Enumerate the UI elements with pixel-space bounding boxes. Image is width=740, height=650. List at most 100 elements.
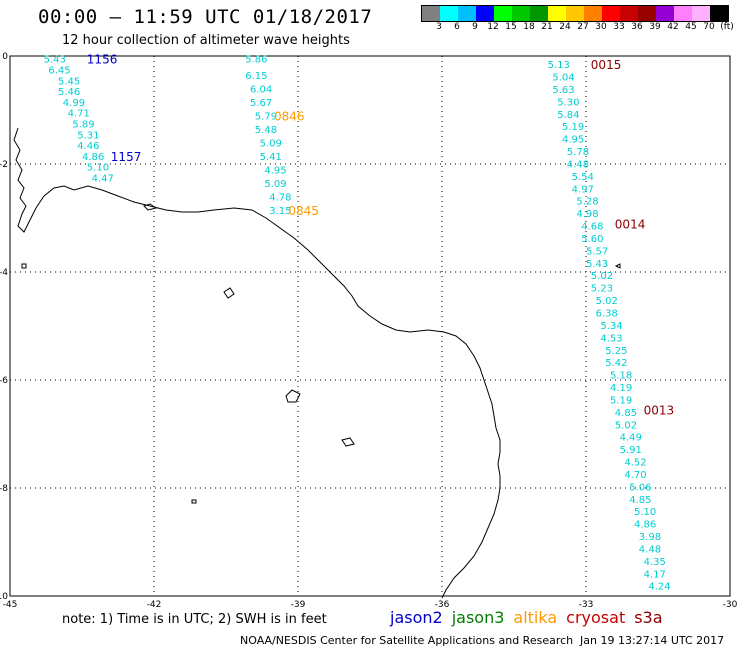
- wave-height-value: 5.19: [562, 122, 584, 133]
- colorbar-label: 36: [631, 22, 643, 32]
- colorbar-label: 3: [436, 22, 442, 32]
- colorbar-label: 42: [667, 22, 679, 32]
- island-small-4: [21, 263, 27, 269]
- colorbar-swatch: [422, 6, 440, 21]
- legend-item-s3a: s3a: [634, 608, 663, 627]
- y-tick-label: -8: [0, 484, 8, 494]
- wave-height-value: 5.67: [250, 98, 272, 109]
- wave-height-value: 5.09: [264, 179, 286, 190]
- pass-time-label: 0845: [288, 204, 319, 218]
- south-america-coastline: [13, 127, 501, 599]
- wave-height-value: 5.46: [58, 87, 80, 98]
- wave-height-value: 5.30: [557, 97, 579, 108]
- wave-height-value: 5.91: [620, 445, 642, 456]
- colorbar-swatch: [710, 6, 728, 21]
- y-tick-label: -2: [0, 160, 8, 170]
- wave-height-value: 5.60: [581, 234, 603, 245]
- colorbar-label: 9: [472, 22, 478, 32]
- wave-height-value: 4.19: [610, 383, 632, 394]
- wave-height-value: 5.78: [567, 147, 589, 158]
- wave-height-value: 4.86: [82, 152, 104, 163]
- wave-height-value: 5.54: [572, 172, 594, 183]
- wave-height-value: 5.34: [600, 321, 622, 332]
- wave-height-value: 4.49: [620, 433, 642, 444]
- wave-height-value: 5.02: [591, 271, 613, 282]
- island-small-1: [223, 287, 235, 299]
- colorbar-label: 18: [523, 22, 535, 32]
- wave-height-value: 5.43: [586, 259, 608, 270]
- colorbar-swatch: [494, 6, 512, 21]
- colorbar-label: 27: [577, 22, 589, 32]
- wave-height-value: 4.99: [63, 98, 85, 109]
- colorbar-swatch: [602, 6, 620, 21]
- colorbar-swatch: [530, 6, 548, 21]
- wave-height-value: 4.48: [639, 544, 661, 555]
- colorbar-label: 12: [487, 22, 499, 32]
- wave-height-value: 6.45: [48, 66, 70, 77]
- pass-time-label: 0014: [615, 217, 646, 231]
- pass-time-label: 1157: [111, 150, 142, 164]
- wave-height-value: 4.97: [572, 184, 594, 195]
- wave-height-value: 3.15: [269, 206, 291, 217]
- axis-ticks: -45 -42 -39 -36 -33 -30 0 -2 -4 -6 -8 -10: [0, 52, 738, 610]
- wave-height-value: 5.02: [615, 420, 637, 431]
- x-tick-label: -30: [723, 600, 738, 610]
- wave-height-value: 4.53: [600, 333, 622, 344]
- coastline: [13, 127, 621, 599]
- wave-height-value: 6.38: [596, 309, 618, 320]
- colorbar-swatch: [548, 6, 566, 21]
- wave-height-value: 4.70: [624, 470, 646, 481]
- wave-height-value: 5.18: [610, 371, 632, 382]
- wave-height-value: 5.23: [591, 284, 613, 295]
- wave-height-colorbar: [421, 5, 729, 22]
- y-tick-label: -6: [0, 376, 8, 386]
- wave-height-value: 5.25: [605, 346, 627, 357]
- wave-height-value: 5.89: [72, 120, 94, 131]
- colorbar-label: 21: [541, 22, 553, 32]
- x-tick-label: -36: [435, 600, 450, 610]
- wave-height-value: 5.28: [576, 197, 598, 208]
- x-tick-label: -42: [147, 600, 162, 610]
- colorbar-swatch: [638, 6, 656, 21]
- wave-height-value: 4.98: [576, 209, 598, 220]
- wave-height-value: 4.46: [77, 141, 99, 152]
- colorbar-label: 6: [454, 22, 460, 32]
- pass-time-label: 0846: [274, 109, 305, 123]
- wave-height-value: 5.84: [557, 110, 579, 121]
- wave-height-value: 5.13: [548, 60, 570, 71]
- wave-height-value: 6.15: [245, 71, 267, 82]
- colorbar-swatch: [566, 6, 584, 21]
- note-text: note: 1) Time is in UTC; 2) SWH is in fe…: [62, 612, 327, 627]
- track-jason2: 5.436.455.455.464.994.715.895.314.464.86…: [44, 53, 142, 185]
- colorbar-label: 45: [685, 22, 697, 32]
- wave-height-value: 6.04: [250, 84, 272, 95]
- colorbar-labels: 3 6 9 12 15 18 21 24 27 30 33 36 39 42 45 70 (ft): [421, 22, 740, 34]
- wave-height-value: 5.31: [77, 130, 99, 141]
- credit-text: NOAA/NESDIS Center for Satellite Applica…: [240, 634, 574, 647]
- wave-height-value: 4.78: [269, 192, 291, 203]
- colorbar-swatch: [692, 6, 710, 21]
- pass-time-label: 0013: [644, 404, 675, 418]
- x-tick-label: -45: [3, 600, 18, 610]
- wave-height-value: 4.71: [68, 109, 90, 120]
- graticule-grid: [10, 56, 730, 596]
- wave-height-value: 3.98: [639, 532, 661, 543]
- map-subtitle: 12 hour collection of altimeter wave hei…: [62, 33, 350, 48]
- colorbar-swatch: [512, 6, 530, 21]
- colorbar-label: 30: [595, 22, 607, 32]
- wave-height-value: 5.04: [552, 73, 574, 84]
- wave-height-value: 5.09: [260, 138, 282, 149]
- wave-height-value: 4.24: [648, 582, 670, 593]
- track-altika: 5.86 6.15 6.04 5.67 5.79 5.48 5.09 5.41 4.95 5.09…: [245, 55, 319, 218]
- wave-height-value: 4.47: [92, 174, 114, 185]
- colorbar-label: (ft): [720, 22, 734, 32]
- island-small-2: [285, 389, 301, 403]
- wave-height-value: 5.63: [552, 85, 574, 96]
- colorbar-label: 70: [703, 22, 715, 32]
- colorbar-swatch: [674, 6, 692, 21]
- wave-height-value: 5.10: [634, 507, 656, 518]
- satellite-legend: jason2 jason3 altika cryosat s3a: [390, 608, 672, 627]
- wave-height-value: 4.17: [644, 569, 666, 580]
